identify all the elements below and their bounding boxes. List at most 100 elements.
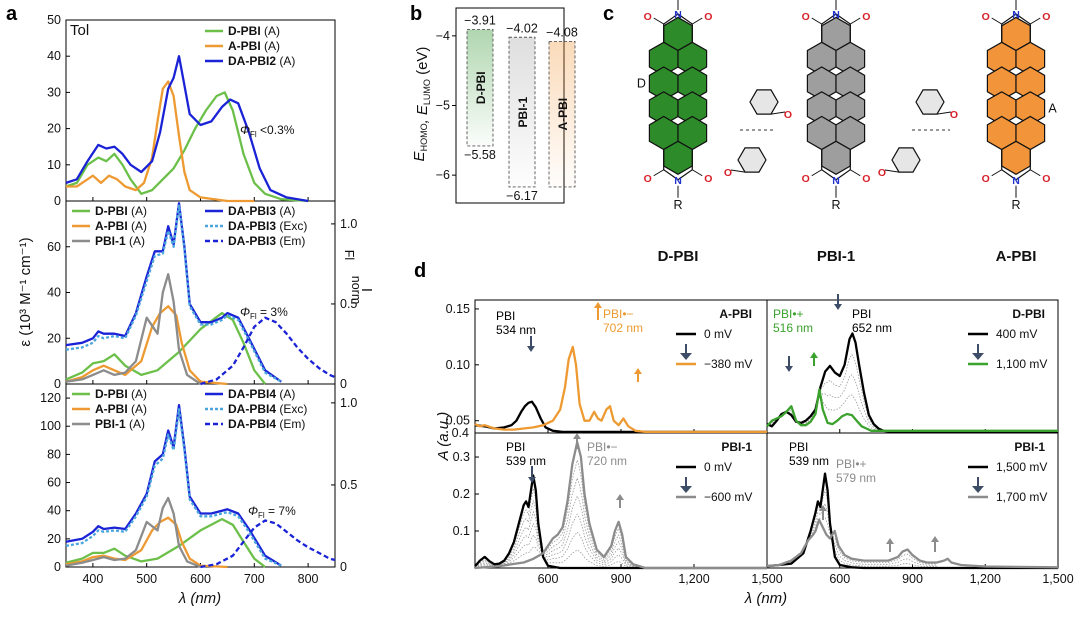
- legend-entry-a3-da-pbi4-em: DA-PBI4 (Em): [228, 417, 305, 431]
- y-tick-label: −6: [436, 168, 450, 182]
- y-tick-label: 60: [47, 476, 61, 490]
- atom-N: N: [832, 175, 840, 187]
- y-tick-label: 80: [47, 447, 61, 461]
- series-da-pbi3-em: [200, 316, 336, 386]
- arrow-up-d-pbi-516-head: [810, 352, 818, 358]
- legend-suffix: (A): [126, 417, 145, 431]
- panel-label-b: b: [410, 3, 422, 25]
- legend-suffix: (A): [276, 54, 295, 68]
- legend-entry-d3-0: 0 mV: [704, 460, 732, 474]
- y-tick-label: 20: [47, 532, 61, 546]
- homo-label-d-pbi: −5.58: [464, 148, 496, 162]
- legend-name: DA-PBI3: [228, 204, 276, 218]
- y2-axis-title-sub: norm: [349, 276, 363, 304]
- phi-annotation-a3: ΦFl = 7%: [248, 504, 296, 520]
- peak-label-d-pbi-neutral-line-1: 652 nm: [852, 321, 892, 335]
- peak-label-pbi1-neutral-line-0: PBI: [506, 440, 525, 454]
- legend-arrow-head: [972, 353, 984, 360]
- lumo-label-a-pbi: −4.08: [546, 25, 578, 39]
- y-title-rest: (eV): [414, 47, 431, 80]
- carbonyl-bond: [1030, 17, 1041, 25]
- peak-label-d-pbi-neutral-line-0: PBI: [852, 307, 871, 321]
- legend-suffix: (Exc): [276, 402, 307, 416]
- phi-symbol: Φ: [248, 504, 258, 518]
- carbonyl-bond: [850, 169, 861, 177]
- solvent-label: Tol: [70, 22, 89, 39]
- series-380-mv: [474, 345, 767, 434]
- imide-ring: [1001, 149, 1031, 181]
- legend-arrow-head: [972, 486, 984, 493]
- legend-name: D-PBI: [95, 387, 128, 401]
- y-tick-label: 0.1: [453, 524, 470, 538]
- carbonyl-bond: [991, 17, 1002, 25]
- atom-O: O: [802, 11, 810, 23]
- legend-suffix: (A): [276, 387, 295, 401]
- legend-entry-a1-d-pbi: D-PBI (A): [228, 24, 280, 38]
- phenoxy-d-pbi: O: [724, 147, 767, 179]
- legend-entry-a3-d-pbi-a: D-PBI (A): [95, 387, 147, 401]
- peak-label-a-pbi-neutral-line-1: 534 nm: [496, 323, 536, 337]
- x-tick-label: 800: [298, 572, 319, 586]
- intermediate-trace: [474, 510, 646, 569]
- lumo-label-d-pbi: −3.91: [464, 14, 496, 28]
- phenyl-ring: [915, 89, 945, 115]
- y-title-sub: LUMO: [422, 79, 432, 105]
- y-title-part: , E: [414, 104, 431, 123]
- y-tick-label: 60: [47, 240, 61, 254]
- x-tick-label: 1,200: [678, 572, 709, 586]
- compound-name-pbi-1: PBI-1: [817, 248, 855, 265]
- series-d-pbi-a: [65, 517, 266, 568]
- lumo-label-pbi-1: −4.02: [506, 21, 538, 35]
- atom-O: O: [950, 109, 958, 121]
- series-1-100-mv: [766, 388, 1058, 432]
- imide-ring: [1001, 13, 1031, 42]
- r-group: R: [673, 198, 682, 212]
- legend-suffix: (A): [128, 219, 147, 233]
- atom-N: N: [674, 175, 682, 187]
- legend-suffix: (A): [128, 204, 147, 218]
- legend-entry-d1-1: −380 mV: [704, 357, 752, 371]
- phi-symbol: Φ: [240, 123, 250, 137]
- compound-name-d-pbi: D-PBI: [658, 248, 699, 265]
- atom-O: O: [982, 11, 990, 23]
- series-pbi-1-a: [65, 273, 202, 385]
- atom-O: O: [644, 11, 652, 23]
- arrow-up-pbi1-720-head: [573, 433, 581, 439]
- legend-name: DA-PBI4: [228, 387, 276, 401]
- panel-d: 0.05 0.10 0.15 0.1 0.2 0.3 0.4 600 900 1,200 1,500…: [435, 294, 1074, 607]
- ether-bond: [770, 111, 786, 115]
- x-axis-title: λ (nm): [178, 590, 221, 607]
- ether-bond: [936, 111, 952, 115]
- carbonyl-bond: [811, 17, 822, 25]
- atom-O: O: [1042, 11, 1050, 23]
- peak-label-pbi1-neutral-ox-line-1: 539 nm: [789, 454, 829, 468]
- legend-suffix: (A): [261, 39, 280, 53]
- atom-O: O: [862, 173, 870, 185]
- atom-O: O: [704, 11, 712, 23]
- legend-entry-a2-da-pbi3-a: DA-PBI3 (A): [228, 204, 295, 218]
- atom-O: O: [1042, 173, 1050, 185]
- phenyl-ring: [737, 147, 767, 173]
- x-tick-label: 600: [829, 572, 850, 586]
- peak-label-a-pbi-neutral-line-0: PBI: [496, 309, 515, 323]
- intermediate-trace: [474, 500, 646, 569]
- structure-d-pbi: NNRROOOODD-PBI: [637, 0, 712, 265]
- legend-entry-a2-a-pbi-a: A-PBI (A): [95, 219, 147, 233]
- y-tick-label: 0: [54, 194, 61, 208]
- series-da-pbi2-a: [65, 55, 309, 203]
- series-1-700-mv: [766, 518, 1059, 569]
- carbonyl-bond: [991, 169, 1002, 177]
- energy-bar-pbi-1: [508, 36, 536, 188]
- legend-entry-d1-0: 0 mV: [704, 327, 732, 341]
- legend-name: A-PBI: [228, 39, 261, 53]
- legend-name: DA-PBI3: [228, 234, 276, 248]
- y-tick-label: 50: [47, 13, 61, 27]
- y-tick-label: 20: [47, 331, 61, 345]
- atom-O: O: [802, 173, 810, 185]
- y-tick-label: 100: [40, 419, 61, 433]
- intermediate-trace: [474, 495, 646, 569]
- peak-label-pbi1-neutral-ox-line-0: PBI: [789, 440, 808, 454]
- phenyl-ring: [749, 89, 779, 115]
- legend-suffix: (Em): [276, 234, 305, 248]
- legend-name: DA-PBI4: [228, 402, 276, 416]
